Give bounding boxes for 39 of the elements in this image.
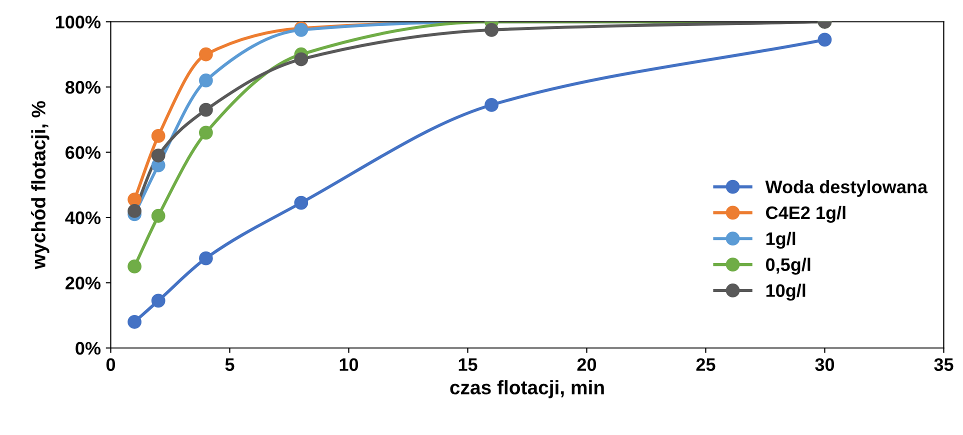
x-tick-label: 15 <box>458 358 478 371</box>
x-tick-label: 35 <box>934 358 954 372</box>
legend-label: C4E2 1g/l <box>766 206 846 223</box>
point <box>128 204 142 218</box>
y-tick-label: 0% <box>76 342 101 355</box>
y-tick-label: 80% <box>65 80 101 94</box>
point <box>151 128 166 143</box>
legend-label: Woda destylowana <box>765 180 928 197</box>
point <box>484 22 498 37</box>
x-tick-label: 30 <box>815 358 834 372</box>
point <box>128 192 142 206</box>
y-tick-label: 100% <box>56 16 101 28</box>
legend-label: 0,5g/l <box>766 258 810 275</box>
x-tick-label: 20 <box>577 358 596 371</box>
x-tick-label: 0 <box>106 358 116 371</box>
legend-label: 1g/l <box>766 232 796 249</box>
y-axis-title: wychód flotacji, % <box>30 101 50 270</box>
point <box>199 102 213 117</box>
point <box>294 196 308 210</box>
point <box>128 314 142 329</box>
x-axis-title: czas flotacji, min <box>450 380 604 398</box>
x-tick-label: 10 <box>340 358 358 371</box>
point <box>199 47 213 62</box>
point <box>151 208 166 223</box>
point <box>818 32 832 47</box>
point <box>151 294 166 308</box>
point <box>294 52 308 66</box>
y-tick-label: 60% <box>66 146 101 159</box>
point <box>128 259 142 274</box>
x-tick-label: 25 <box>696 358 716 371</box>
point <box>199 126 213 140</box>
legend-label: 10g/l <box>766 284 806 301</box>
point <box>199 74 213 88</box>
point <box>151 148 166 162</box>
y-tick-label: 20% <box>66 276 101 290</box>
x-tick-label: 5 <box>225 358 234 371</box>
point <box>484 98 498 112</box>
y-tick-label: 40% <box>65 211 101 224</box>
point <box>199 251 213 266</box>
